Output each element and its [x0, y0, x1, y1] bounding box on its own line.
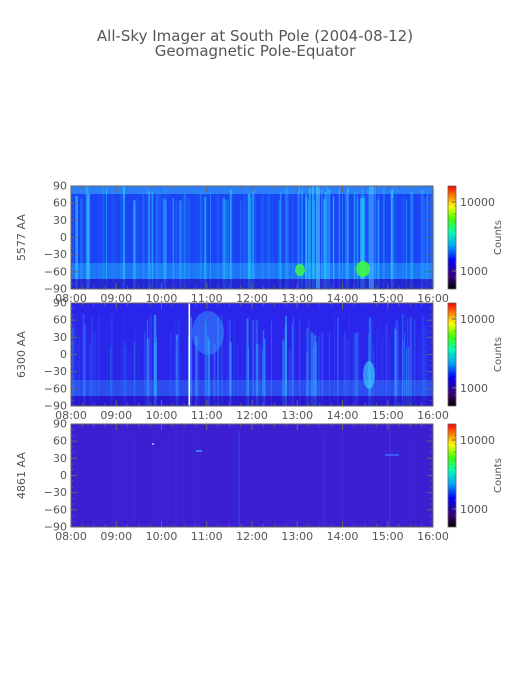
x-tick-label: 09:00	[100, 409, 132, 422]
y-tick-label: 90	[53, 297, 67, 310]
x-tick-label: 14:00	[327, 409, 359, 422]
heatmap-texture-3	[72, 424, 433, 527]
x-tick-label: 10:00	[146, 409, 178, 422]
colorbar-label: Counts	[493, 337, 504, 372]
colorbar-tick-label: 1000	[460, 503, 488, 516]
y-axis-label: 5577 AA	[15, 214, 28, 261]
colorbar-tick-label: 1000	[460, 265, 488, 278]
colorbar-label: Counts	[493, 458, 504, 493]
x-tick-label: 15:00	[372, 530, 404, 543]
colorbar-3: 10000 1000 Counts	[447, 423, 504, 528]
x-tick-label: 15:00	[372, 292, 404, 305]
colorbar-tick-label: 10000	[460, 196, 495, 209]
x-tick-label: 13:00	[281, 530, 313, 543]
y-axis-label: 6300 AA	[15, 331, 28, 378]
colorbar-tick-label: 1000	[460, 382, 488, 395]
data-gap-line	[188, 303, 191, 406]
x-tick-label: 12:00	[236, 409, 268, 422]
x-tick-label: 08:00	[55, 530, 87, 543]
y-tick-label: −60	[44, 503, 67, 516]
colorbar-label: Counts	[493, 220, 504, 255]
y-tick-label: −60	[44, 265, 67, 278]
y-tick-label: −30	[44, 248, 67, 261]
y-tick-label: 30	[53, 331, 67, 344]
colorbar-tick-label: 10000	[460, 313, 495, 326]
x-tick-label: 12:00	[236, 530, 268, 543]
y-tick-label: −90	[44, 521, 67, 534]
y-tick-label: −30	[44, 486, 67, 499]
y-tick-label: 90	[53, 180, 67, 193]
y-tick-label: 0	[60, 348, 67, 361]
x-tick-label: 16:00	[417, 530, 449, 543]
x-tick-label: 09:00	[100, 530, 132, 543]
x-tick-label: 11:00	[191, 530, 223, 543]
x-tick-label: 10:00	[146, 292, 178, 305]
heatmap-3	[71, 424, 433, 527]
y-tick-label: −90	[44, 283, 67, 296]
y-tick-label: 60	[53, 435, 67, 448]
x-tick-label: 13:00	[281, 292, 313, 305]
heatmap-1	[71, 186, 433, 289]
x-tick-label: 11:00	[191, 292, 223, 305]
y-tick-label: −30	[44, 365, 67, 378]
y-tick-label: 60	[53, 197, 67, 210]
x-tick-label: 16:00	[417, 292, 449, 305]
heatmap-2	[71, 303, 433, 406]
y-tick-label: −60	[44, 382, 67, 395]
y-axis-label: 4861 AA	[15, 452, 28, 499]
x-tick-label: 14:00	[327, 530, 359, 543]
x-tick-label: 11:00	[191, 409, 223, 422]
x-tick-label: 08:00	[55, 292, 87, 305]
y-tick-label: 30	[53, 214, 67, 227]
colorbar-tick-label: 10000	[460, 434, 495, 447]
y-tick-label: −90	[44, 400, 67, 413]
x-tick-label: 16:00	[417, 409, 449, 422]
x-tick-label: 12:00	[236, 292, 268, 305]
chart-title: All-Sky Imager at South Pole (2004-08-12…	[97, 27, 413, 45]
y-tick-label: 0	[60, 469, 67, 482]
colorbar-2: 10000 1000 Counts	[447, 302, 504, 407]
x-tick-label: 14:00	[327, 292, 359, 305]
x-tick-label: 08:00	[55, 409, 87, 422]
x-tick-label: 09:00	[100, 292, 132, 305]
y-tick-label: 0	[60, 231, 67, 244]
x-tick-label: 15:00	[372, 409, 404, 422]
y-tick-label: 90	[53, 418, 67, 431]
chart-subtitle: Geomagnetic Pole-Equator	[155, 42, 356, 60]
x-tick-label: 13:00	[281, 409, 313, 422]
colorbar-1: 10000 1000 Counts	[447, 185, 504, 290]
x-tick-label: 10:00	[146, 530, 178, 543]
y-tick-label: 30	[53, 452, 67, 465]
y-tick-label: 60	[53, 314, 67, 327]
